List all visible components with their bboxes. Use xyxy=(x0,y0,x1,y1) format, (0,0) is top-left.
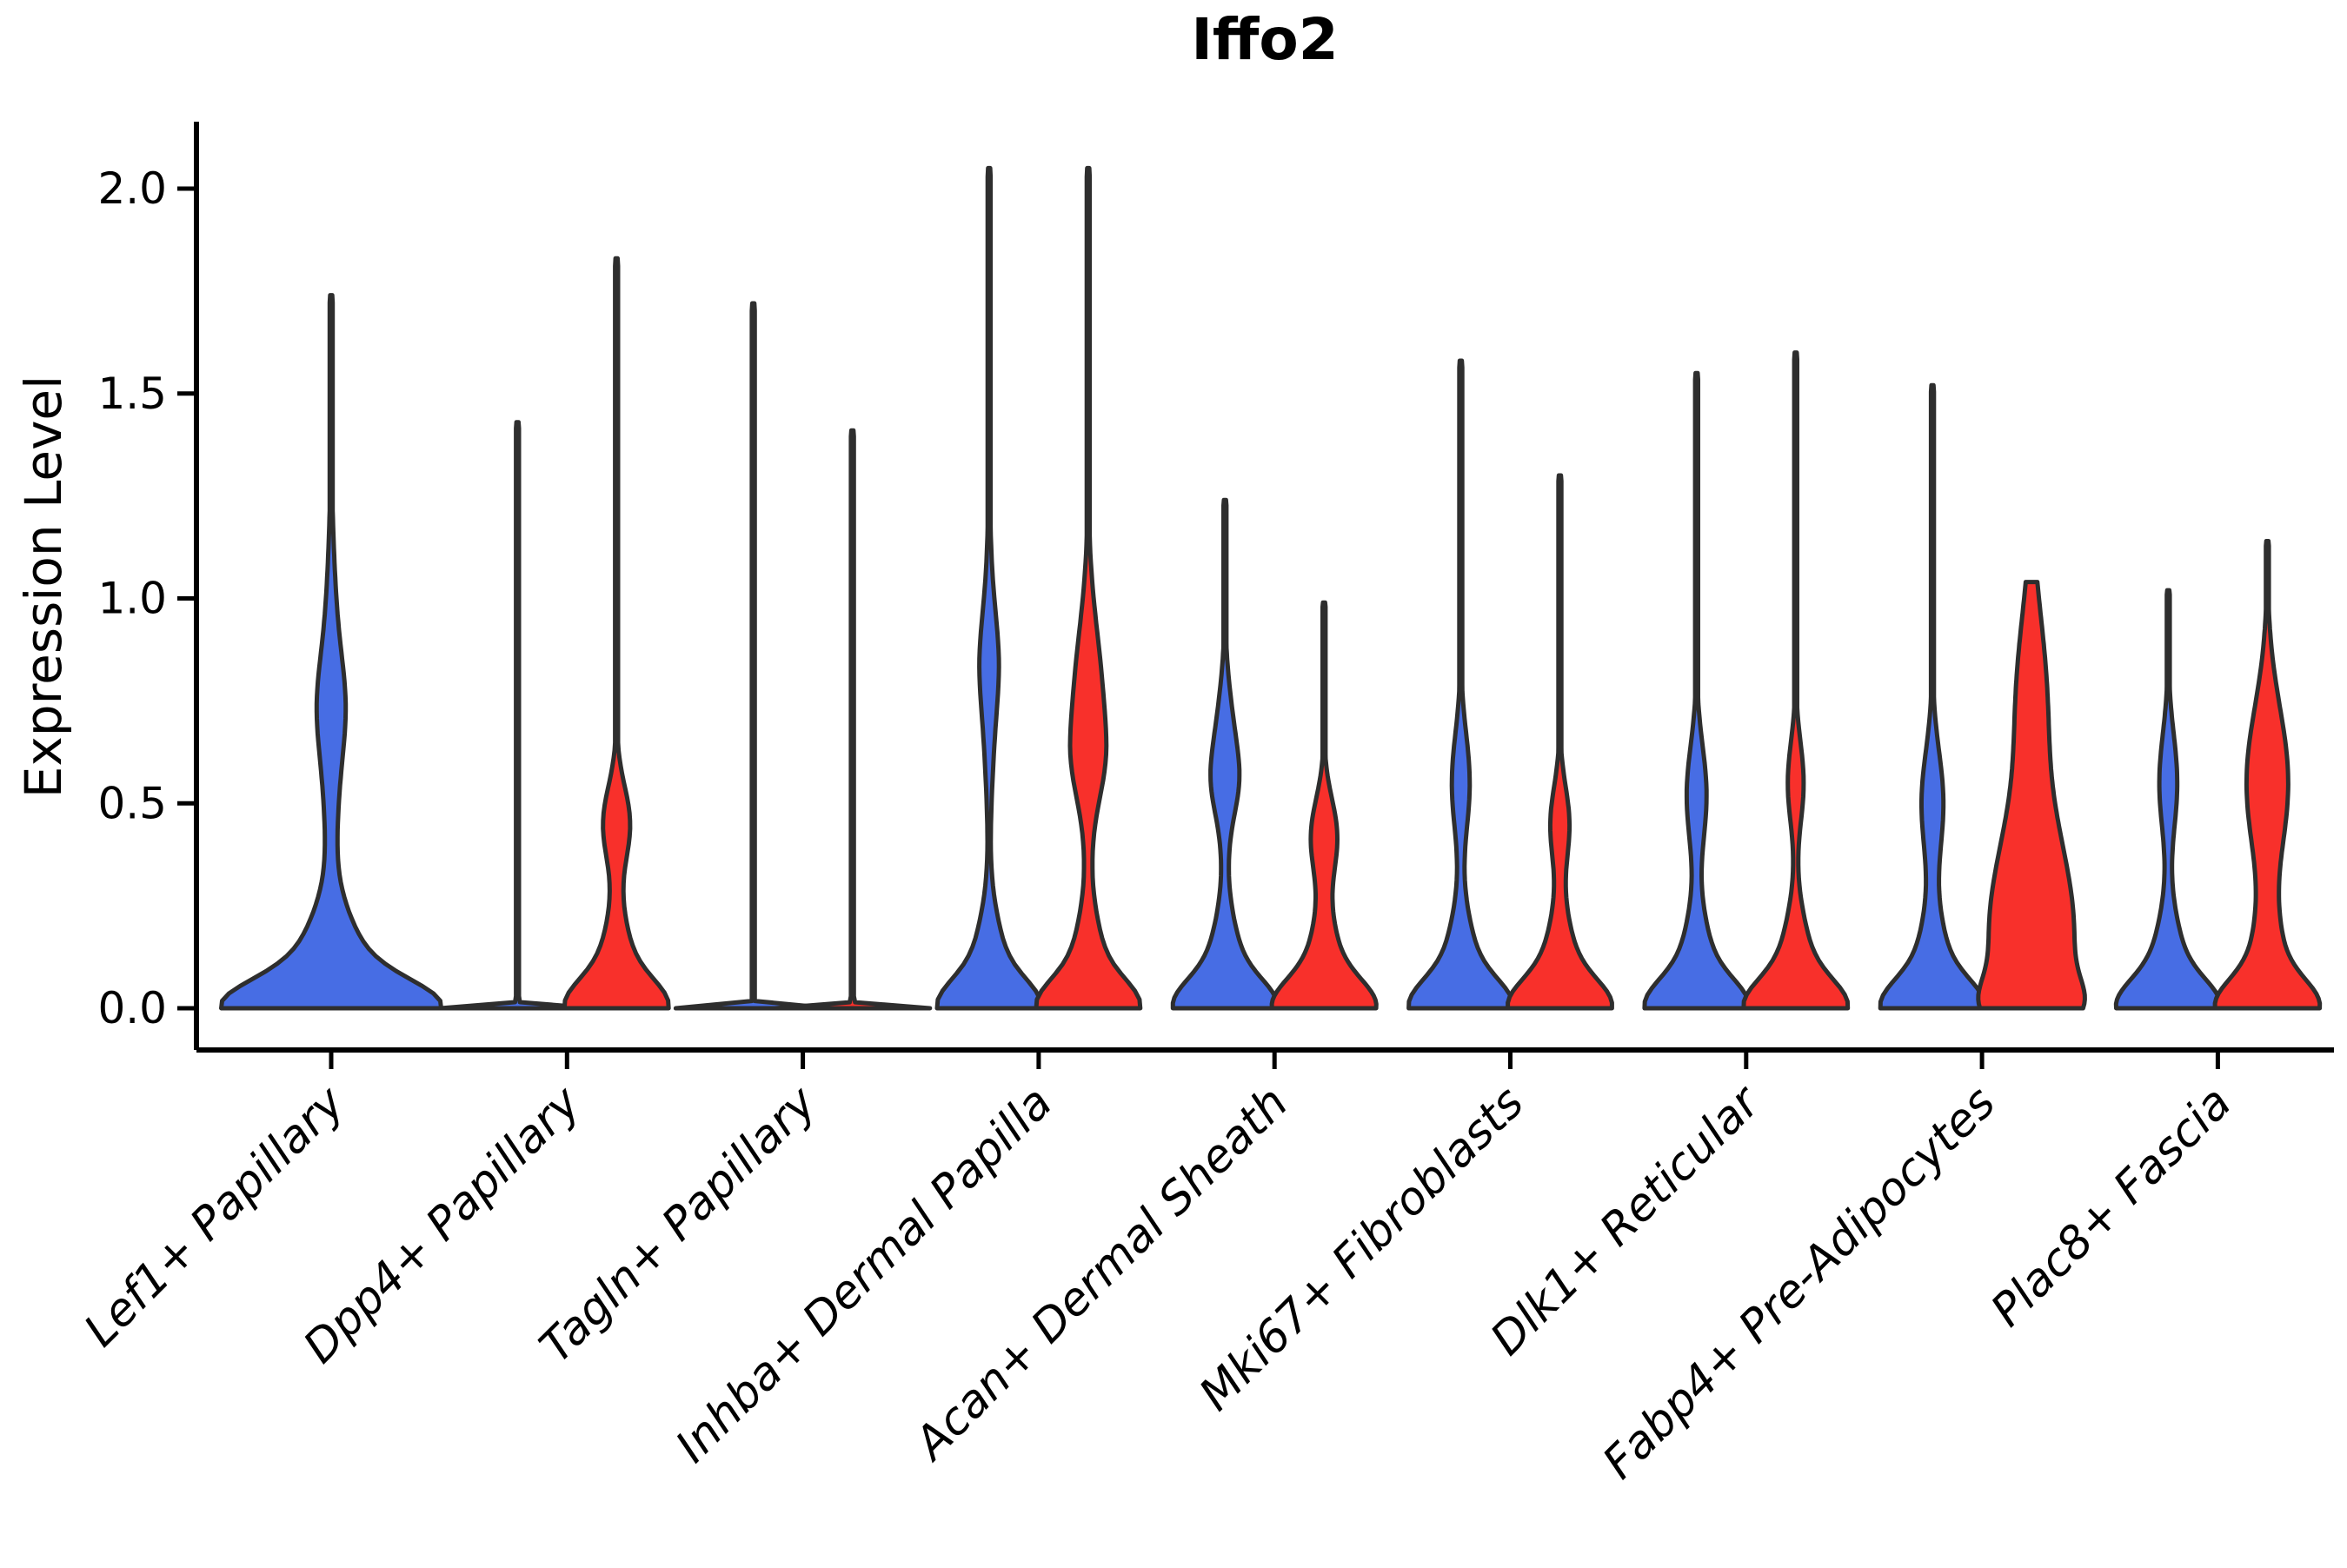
violin-tagln-papillary-red xyxy=(772,428,933,1011)
axes xyxy=(177,122,2334,1069)
violin-fabp4-pre-adipocytes-blue xyxy=(1878,382,1987,1011)
violin-plac8-fascia-red xyxy=(2212,539,2323,1011)
violin-dlk1-reticular-red xyxy=(1741,350,1851,1011)
violin-fabp4-pre-adipocytes-red xyxy=(1976,580,2087,1011)
x-tick-label-lef1-papillary: Lef1+ Papillary xyxy=(75,1076,356,1357)
y-tick-label: 2.0 xyxy=(97,163,167,214)
x-tick-label-fabp4-pre-adipocytes: Fabp4+ Pre-Adipocytes xyxy=(1593,1077,2006,1490)
violins xyxy=(219,165,2323,1011)
y-tick-label: 0.0 xyxy=(97,983,167,1033)
violin-dpp4-papillary-red xyxy=(562,256,671,1011)
violin-acan-dermal-sheath-red xyxy=(1269,600,1379,1011)
labels: Iffo2 Expression Level 0.0 0.5 1.0 1.5 2.0 Le… xyxy=(14,6,2242,1489)
violin-dlk1-reticular-blue xyxy=(1642,370,1752,1011)
violin-mki67-fibroblasts-red xyxy=(1506,473,1614,1011)
violin-acan-dermal-sheath-blue xyxy=(1170,497,1280,1011)
y-tick-label: 1.5 xyxy=(97,369,167,419)
violin-inhba-dermal-papilla-red xyxy=(1034,165,1143,1011)
y-tick-label: 0.5 xyxy=(97,778,167,828)
x-tick-label-acan-dermal-sheath: Acan+ Dermal Sheath xyxy=(903,1077,1298,1472)
violin-mki67-fibroblasts-blue xyxy=(1406,358,1515,1011)
y-tick-label: 1.0 xyxy=(97,574,167,624)
y-axis-label: Expression Level xyxy=(14,375,73,798)
x-tick-label-plac8-fascia: Plac8+ Fascia xyxy=(1981,1077,2241,1337)
plot-title: Iffo2 xyxy=(1191,6,1338,73)
x-tick-label-inhba-dermal-papilla: Inhba+ Dermal Papilla xyxy=(666,1077,1062,1473)
violin-lef1-papillary-blue xyxy=(219,293,443,1011)
violin-dpp4-papillary-blue xyxy=(437,420,597,1011)
violin-plac8-fascia-blue xyxy=(2113,588,2223,1011)
violin-inhba-dermal-papilla-blue xyxy=(934,165,1044,1011)
violin-tagln-papillary-blue xyxy=(673,301,834,1011)
